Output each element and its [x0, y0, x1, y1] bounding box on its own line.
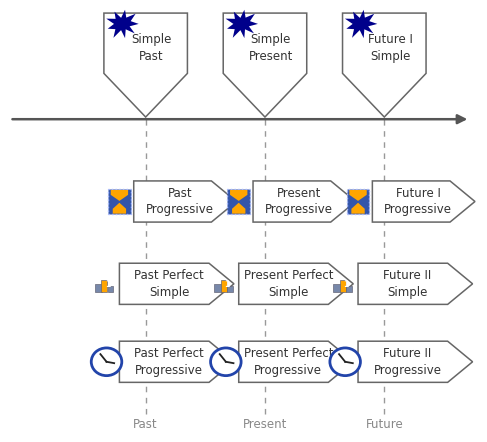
Text: Future: Future — [365, 418, 403, 431]
Text: Future I
Simple: Future I Simple — [368, 33, 412, 63]
Text: Present Perfect
Progressive: Present Perfect Progressive — [244, 347, 333, 377]
Circle shape — [210, 348, 241, 376]
FancyBboxPatch shape — [214, 284, 222, 292]
FancyBboxPatch shape — [333, 284, 341, 292]
Polygon shape — [342, 13, 426, 117]
Text: Present
Progressive: Present Progressive — [265, 187, 333, 216]
Text: Past Perfect
Simple: Past Perfect Simple — [134, 269, 204, 298]
Text: Past
Progressive: Past Progressive — [146, 187, 214, 216]
Polygon shape — [358, 341, 472, 382]
Polygon shape — [119, 341, 234, 382]
Polygon shape — [119, 263, 234, 305]
Polygon shape — [134, 181, 236, 222]
Text: Present: Present — [243, 418, 287, 431]
Polygon shape — [112, 203, 126, 213]
FancyBboxPatch shape — [347, 189, 370, 214]
FancyBboxPatch shape — [227, 189, 250, 214]
Polygon shape — [225, 10, 258, 38]
Text: 1: 1 — [105, 279, 110, 289]
Text: Simple
Present: Simple Present — [248, 33, 293, 63]
Polygon shape — [232, 203, 245, 213]
FancyBboxPatch shape — [227, 286, 233, 292]
Polygon shape — [239, 263, 353, 305]
Polygon shape — [106, 10, 139, 38]
Text: Simple
Past: Simple Past — [131, 33, 171, 63]
Text: Present Perfect
Simple: Present Perfect Simple — [244, 269, 333, 298]
Polygon shape — [223, 13, 307, 117]
FancyBboxPatch shape — [101, 280, 108, 292]
Polygon shape — [351, 203, 365, 213]
FancyBboxPatch shape — [340, 280, 346, 292]
FancyBboxPatch shape — [108, 286, 113, 292]
FancyBboxPatch shape — [346, 286, 352, 292]
Circle shape — [91, 348, 122, 376]
Polygon shape — [239, 341, 353, 382]
Text: Past: Past — [133, 418, 158, 431]
Polygon shape — [253, 181, 356, 222]
Polygon shape — [373, 181, 475, 222]
Text: 1: 1 — [224, 279, 229, 289]
Polygon shape — [358, 263, 472, 305]
FancyBboxPatch shape — [94, 284, 102, 292]
Polygon shape — [345, 10, 377, 38]
FancyBboxPatch shape — [108, 189, 131, 214]
Circle shape — [330, 348, 360, 376]
Polygon shape — [230, 190, 247, 201]
Text: Future I
Progressive: Future I Progressive — [384, 187, 452, 216]
Polygon shape — [104, 13, 187, 117]
Polygon shape — [349, 190, 367, 201]
FancyBboxPatch shape — [221, 280, 227, 292]
Text: 1: 1 — [343, 279, 349, 289]
Text: Future II
Progressive: Future II Progressive — [374, 347, 442, 377]
Polygon shape — [111, 190, 128, 201]
Text: Future II
Simple: Future II Simple — [383, 269, 432, 298]
Text: Past Perfect
Progressive: Past Perfect Progressive — [134, 347, 204, 377]
